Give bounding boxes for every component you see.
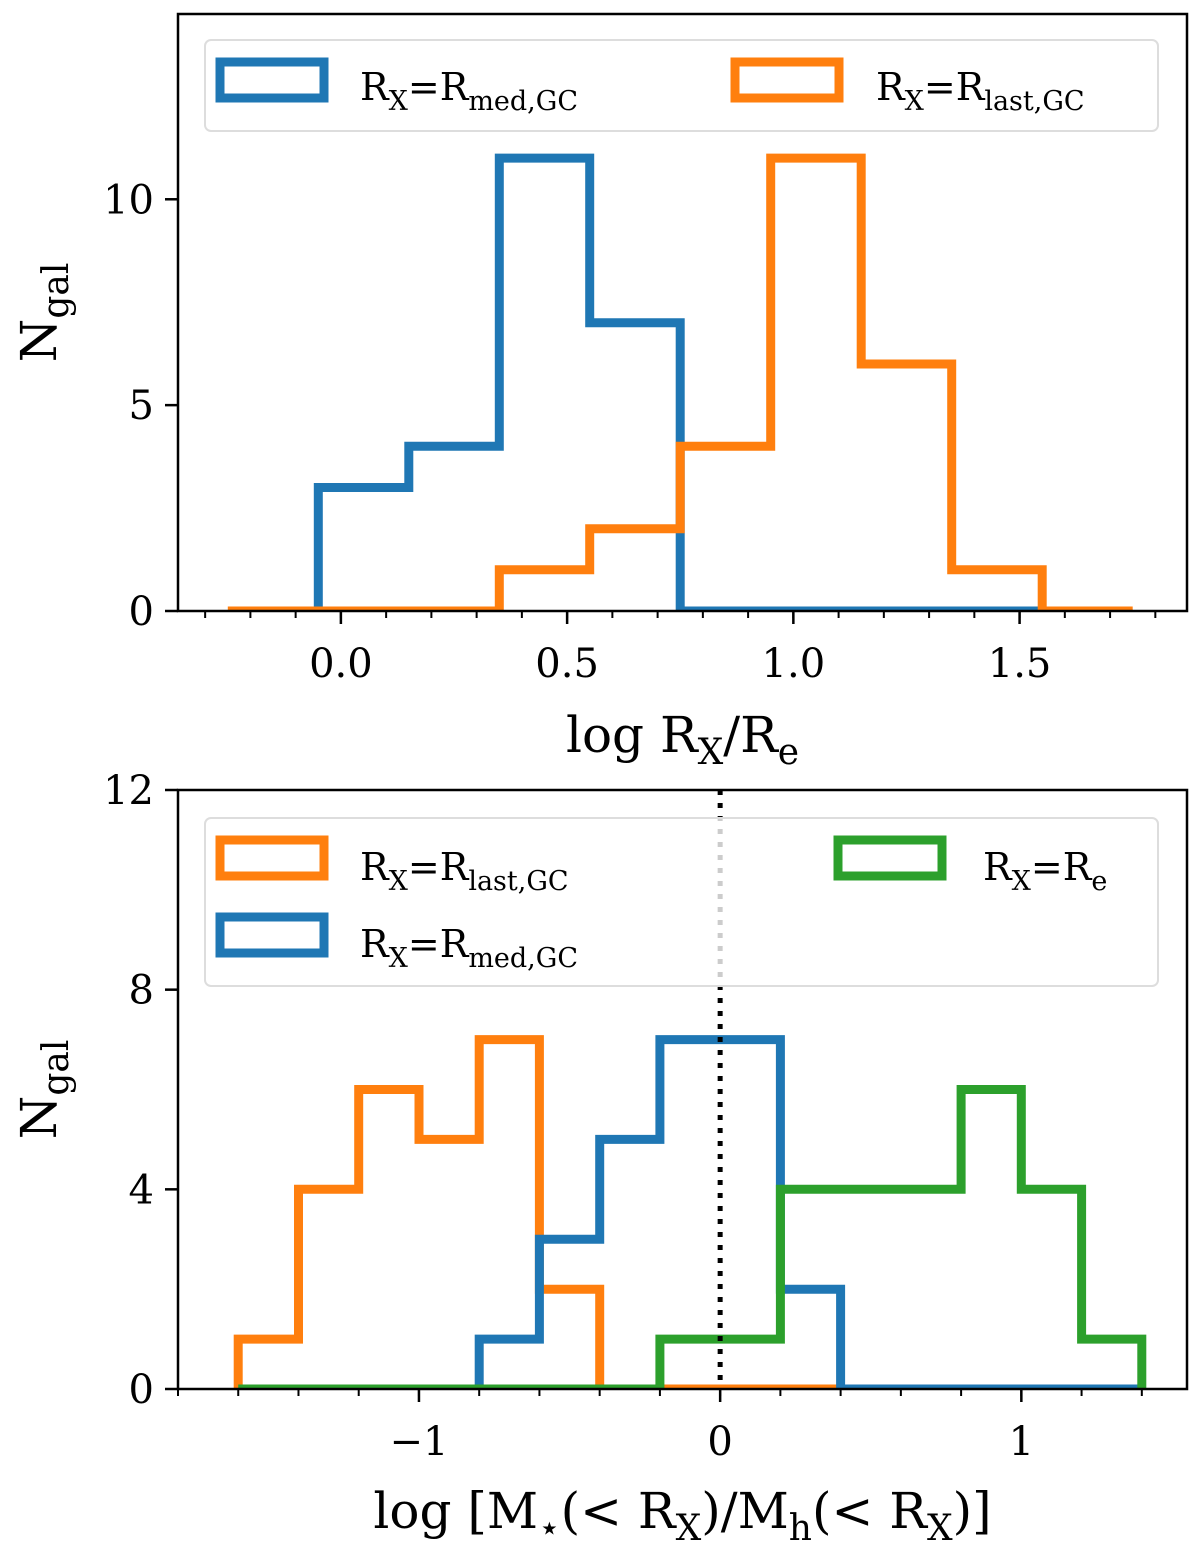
legend-label-0: RX=Rmed,GC <box>360 65 578 117</box>
x-tick-label: 1 <box>1009 1419 1034 1465</box>
legend-label-part: R <box>360 845 390 889</box>
histogram-group <box>233 1035 1147 1389</box>
y-axis-label-part: N <box>10 319 68 363</box>
x-axis-label: log [M⋆(< RX)/Mh(< RX)] <box>373 1482 991 1549</box>
legend-label-1: RX=Rmed,GC <box>360 922 578 974</box>
legend-label-part: R <box>983 845 1013 889</box>
legend-label-2: RX=Re <box>983 845 1107 897</box>
legend-label-1: RX=Rlast,GC <box>876 65 1085 117</box>
y-axis-label-part: gal <box>36 263 77 319</box>
x-axis-label-part: /R <box>723 706 779 764</box>
x-axis-label-part: X <box>927 1508 953 1549</box>
axes-frame <box>176 12 1189 613</box>
y-tick-label: 5 <box>129 383 154 429</box>
x-axis-label-part: ⋆ <box>538 1508 561 1549</box>
legend-patch-1 <box>215 912 329 958</box>
legend-patch-0 <box>215 57 329 103</box>
y-tick-label: 4 <box>129 1167 154 1213</box>
y-axis-label-part: N <box>10 1096 68 1140</box>
x-axis-label-part: h <box>789 1508 812 1549</box>
y-tick-label: 10 <box>103 177 154 223</box>
legend-label-part: R <box>876 65 906 109</box>
histogram-group <box>227 153 1133 611</box>
legend-frame <box>204 817 1159 987</box>
histogram-series-med-GC <box>474 1035 1142 1389</box>
legend-label-subscript: med,GC <box>468 86 578 117</box>
x-axis-label-part: (< R <box>812 1482 928 1540</box>
legend-patch-0 <box>215 835 329 881</box>
y-axis-label: Ngal <box>10 1040 77 1140</box>
legend: RX=Rmed,GC RX=Rlast,GC <box>204 39 1159 132</box>
legend-label-subscript: X <box>905 86 925 117</box>
legend-label-part: R <box>360 65 390 109</box>
y-tick-label: 8 <box>129 968 154 1014</box>
legend-label-part: =R <box>408 845 470 889</box>
legend-label-subscript: last,GC <box>984 86 1084 117</box>
x-tick-label: 1.5 <box>988 641 1052 687</box>
x-axis-label: log RX/Re <box>566 706 799 773</box>
legend-label-part: R <box>360 922 390 966</box>
y-tick-label: 0 <box>129 589 154 635</box>
y-axis-label-part: gal <box>36 1040 77 1096</box>
legend-patch-1 <box>730 57 844 103</box>
x-tick-label: 0 <box>707 1419 732 1465</box>
x-axis-label-part: log R <box>566 706 699 764</box>
y-tick-label: 0 <box>129 1367 154 1413</box>
legend-label-subscript: med,GC <box>468 943 578 974</box>
legend-label-part: =R <box>408 65 470 109</box>
legend-label-0: RX=Rlast,GC <box>360 845 569 897</box>
histogram-series-last-GC <box>227 153 1133 611</box>
top-panel: RX=Rmed,GC RX=Rlast,GC0.0 0.5 1.0 1.50510log… <box>10 12 1189 773</box>
axes-frame <box>176 788 1189 1391</box>
legend-label-part: =R <box>1031 845 1093 889</box>
x-tick-label: 0.5 <box>535 641 599 687</box>
x-tick-label: 0.0 <box>309 641 373 687</box>
histogram-series-med-GC <box>313 153 1043 611</box>
legend-label-subscript: last,GC <box>468 866 568 897</box>
legend-frame <box>204 39 1159 132</box>
legend-label-subscript: X <box>389 86 409 117</box>
legend-label-part: =R <box>924 65 986 109</box>
x-axis-label-part: X <box>676 1508 702 1549</box>
legend-label-subscript: X <box>389 943 409 974</box>
legend-label-subscript: X <box>1012 866 1032 897</box>
legend-label-part: =R <box>408 922 470 966</box>
y-tick-label: 12 <box>103 768 154 814</box>
legend-label-subscript: X <box>389 866 409 897</box>
histogram-series-last-GC <box>233 1035 841 1389</box>
legend-label-subscript: e <box>1091 866 1107 897</box>
y-axis-label: Ngal <box>10 263 77 363</box>
x-axis-label-part: )] <box>953 1482 992 1540</box>
x-axis-label-part: e <box>778 732 799 773</box>
histogram-series-e <box>238 1085 1147 1389</box>
x-axis-label-part: )/M <box>701 1482 789 1540</box>
x-axis-label-part: X <box>698 732 724 773</box>
x-axis-label-part: log [M <box>373 1482 538 1540</box>
legend-patch-2 <box>833 835 947 881</box>
x-tick-label: 1.0 <box>762 641 826 687</box>
x-axis-label-part: (< R <box>561 1482 677 1540</box>
x-tick-label: −1 <box>389 1419 448 1465</box>
